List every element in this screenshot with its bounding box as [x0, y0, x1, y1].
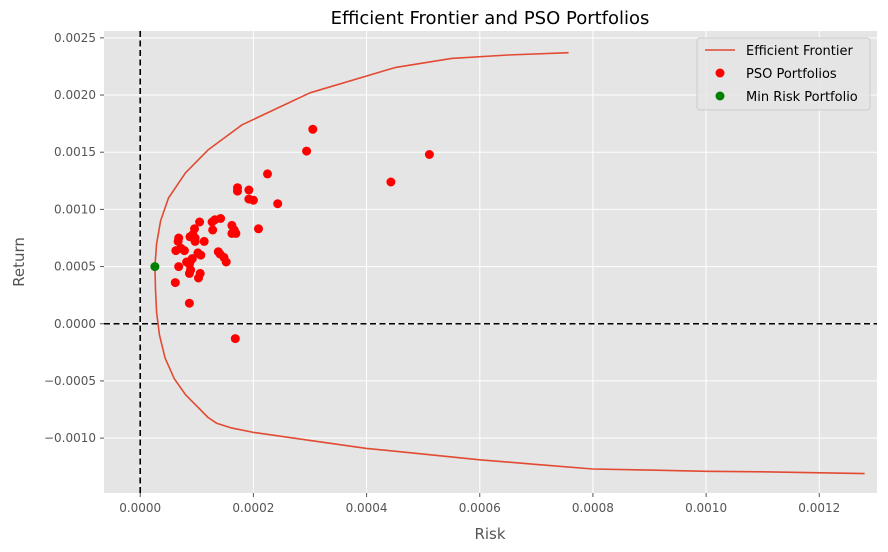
pso-portfolio-point	[176, 243, 186, 253]
y-tick-label: 0.0025	[54, 31, 96, 45]
pso-portfolio-point	[221, 257, 231, 267]
legend-box	[696, 37, 871, 111]
y-tick-label: 0.0010	[54, 202, 96, 216]
pso-portfolio-point	[263, 169, 272, 179]
pso-portfolio-point	[302, 146, 312, 156]
legend-minrisk-label: Min Risk Portfolio	[746, 90, 858, 105]
y-tick-label: 0.0015	[54, 145, 96, 159]
pso-portfolio-point	[199, 236, 209, 246]
legend-minrisk-swatch	[715, 91, 725, 101]
x-tick-label: 0.0004	[346, 501, 388, 515]
pso-portfolio-point	[273, 199, 283, 209]
pso-portfolio-point	[231, 228, 241, 238]
pso-portfolio-point	[207, 217, 217, 227]
x-tick-label: 0.0010	[685, 501, 727, 515]
series-layer	[150, 51, 865, 475]
min-risk-point	[150, 262, 160, 272]
x-tick-label: 0.0006	[459, 501, 501, 515]
pso-portfolio-point	[233, 186, 242, 196]
pso-portfolio-point	[424, 150, 434, 159]
legend-pso-label: PSO Portfolios	[746, 67, 837, 82]
legend: Efficient Frontier PSO Portfolios Min Ri…	[696, 37, 871, 111]
x-axis-ticks: 0.0000 0.0002 0.0004 0.0006 0.0008 0.0010 0.00…	[119, 493, 840, 515]
pso-portfolio-point	[386, 177, 396, 187]
reference-lines	[104, 31, 877, 493]
pso-portfolio-point	[230, 334, 240, 344]
y-axis-label: Return	[10, 237, 28, 287]
pso-portfolio-point	[244, 185, 254, 195]
x-tick-label: 0.0012	[798, 501, 840, 515]
legend-pso-swatch	[715, 68, 725, 78]
pso-portfolio-point	[174, 262, 184, 272]
y-tick-label: 0.0000	[54, 317, 96, 331]
pso-portfolio-point	[254, 224, 263, 234]
pso-portfolio-point	[184, 298, 194, 308]
pso-portfolio-point	[194, 273, 203, 283]
pso-portfolio-point	[170, 278, 180, 288]
x-tick-label: 0.0008	[572, 501, 614, 515]
efficient-frontier-line	[154, 51, 865, 475]
y-tick-label: −0.0005	[44, 374, 96, 388]
pso-portfolio-point	[248, 195, 258, 205]
pso-portfolio-point	[308, 124, 318, 134]
y-tick-label: 0.0020	[54, 88, 96, 102]
pso-portfolio-point	[173, 236, 183, 246]
y-tick-label: 0.0005	[54, 260, 96, 274]
x-tick-label: 0.0000	[119, 501, 161, 515]
pso-portfolio-point	[190, 236, 200, 246]
x-axis-label: Risk	[474, 525, 505, 543]
x-tick-label: 0.0002	[232, 501, 274, 515]
pso-portfolio-point	[184, 268, 194, 278]
pso-portfolio-point	[208, 225, 218, 235]
pso-portfolio-point	[195, 217, 205, 227]
pso-portfolio-point	[196, 250, 206, 260]
y-axis-ticks: −0.0010 −0.0005 0.0000 0.0005 0.0010 0.0015 0.…	[44, 31, 104, 445]
chart-title: Efficient Frontier and PSO Portfolios	[331, 8, 650, 29]
y-tick-label: −0.0010	[44, 431, 96, 445]
legend-frontier-label: Efficient Frontier	[746, 44, 853, 59]
